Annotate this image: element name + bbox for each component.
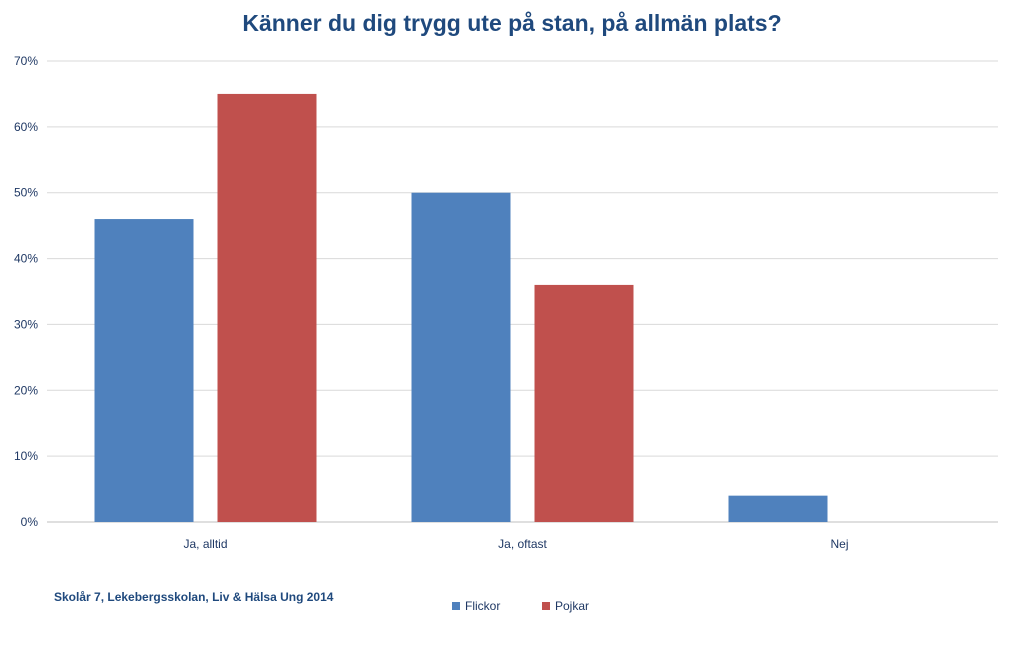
y-tick-label: 20% (14, 383, 38, 397)
x-category-label: Nej (830, 537, 848, 551)
y-tick-label: 30% (14, 317, 38, 331)
chart-title: Känner du dig trygg ute på stan, på allm… (242, 10, 782, 36)
x-category-label: Ja, oftast (498, 537, 547, 551)
y-tick-label: 10% (14, 449, 38, 463)
legend-swatch-flickor (452, 602, 460, 610)
bar-chart: 0% 10% 20% 30% 40% 50% 60% 70% Ja, alltid Ja, of… (14, 54, 998, 551)
x-axis-categories: Ja, alltid Ja, oftast Nej (183, 537, 848, 551)
y-tick-label: 0% (21, 515, 39, 529)
bar-pojkar-0 (217, 93, 317, 522)
bar-flickor-1 (411, 192, 511, 522)
y-tick-label: 60% (14, 120, 38, 134)
legend-item-flickor: Flickor (452, 599, 500, 613)
legend-item-pojkar: Pojkar (542, 599, 589, 613)
y-tick-label: 50% (14, 186, 38, 200)
y-axis-ticks: 0% 10% 20% 30% 40% 50% 60% 70% (14, 54, 38, 529)
bar-pojkar-1 (534, 284, 634, 522)
bar-flickor-2 (728, 495, 828, 522)
y-tick-label: 40% (14, 252, 38, 266)
source-note: Skolår 7, Lekebergsskolan, Liv & Hälsa U… (54, 590, 334, 604)
legend-label-pojkar: Pojkar (555, 599, 590, 613)
legend-swatch-pojkar (542, 602, 550, 610)
legend-label-flickor: Flickor (465, 599, 501, 613)
bar-flickor-0 (94, 219, 194, 523)
y-tick-label: 70% (14, 54, 38, 68)
grid-lines (47, 60, 998, 523)
bars (94, 93, 828, 523)
x-category-label: Ja, alltid (183, 537, 227, 551)
